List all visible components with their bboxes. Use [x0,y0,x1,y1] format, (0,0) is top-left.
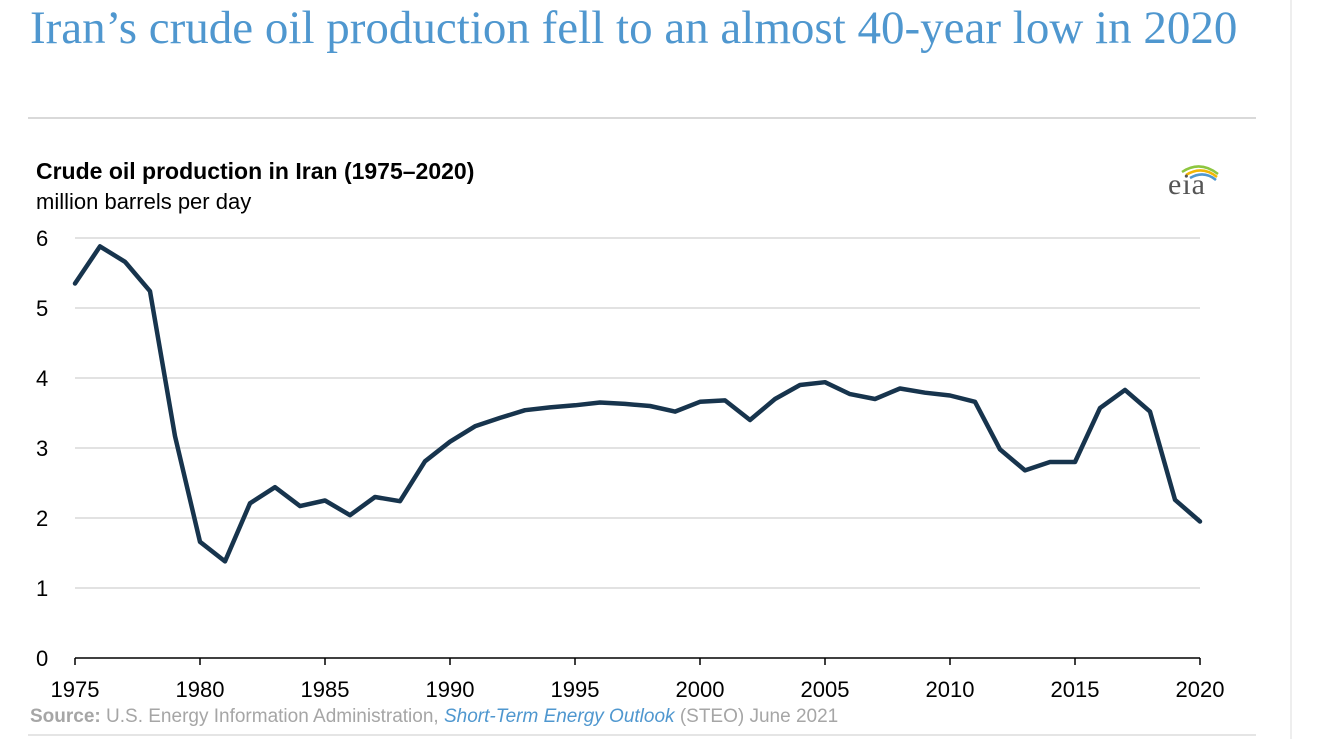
x-tick-label: 1975 [51,677,100,702]
y-tick-label: 5 [36,296,48,321]
x-tick-label: 2000 [676,677,725,702]
y-tick-label: 0 [36,646,48,671]
series-line-production [72,244,1203,564]
source-org: U.S. Energy Information Administration, [106,706,439,727]
footer-divider [28,734,1256,736]
chart-title: Crude oil production in Iran (1975–2020) [36,158,475,184]
source-rest: (STEO) June 2021 [679,706,839,727]
y-tick-label: 6 [36,226,48,251]
x-tick-label: 1990 [426,677,475,702]
right-edge-divider [1290,0,1292,739]
source-link[interactable]: Short-Term Energy Outlook [443,706,675,727]
page-headline: Iran’s crude oil production fell to an a… [30,2,1238,54]
x-tick-label: 1985 [301,677,350,702]
x-tick-label: 2005 [801,677,850,702]
eia-logo-arcs [1181,165,1219,181]
y-tick-label: 4 [36,366,48,391]
chart-units-label: million barrels per day [36,189,252,214]
y-tick-label: 1 [36,576,48,601]
x-tick-label: 2010 [926,677,975,702]
headline-divider [28,117,1256,119]
source-note: Source: U.S. Energy Information Administ… [30,706,838,728]
x-tick-label: 1980 [176,677,225,702]
x-tick-label: 2015 [1051,677,1100,702]
eia-logo-icon: eia [1160,158,1230,204]
y-tick-label: 2 [36,506,48,531]
x-tick-label: 1995 [551,677,600,702]
y-tick-label: 3 [36,436,48,461]
x-tick-label: 2020 [1176,677,1225,702]
eia-logo-text: eia [1168,168,1206,201]
source-label: Source: [30,706,101,727]
